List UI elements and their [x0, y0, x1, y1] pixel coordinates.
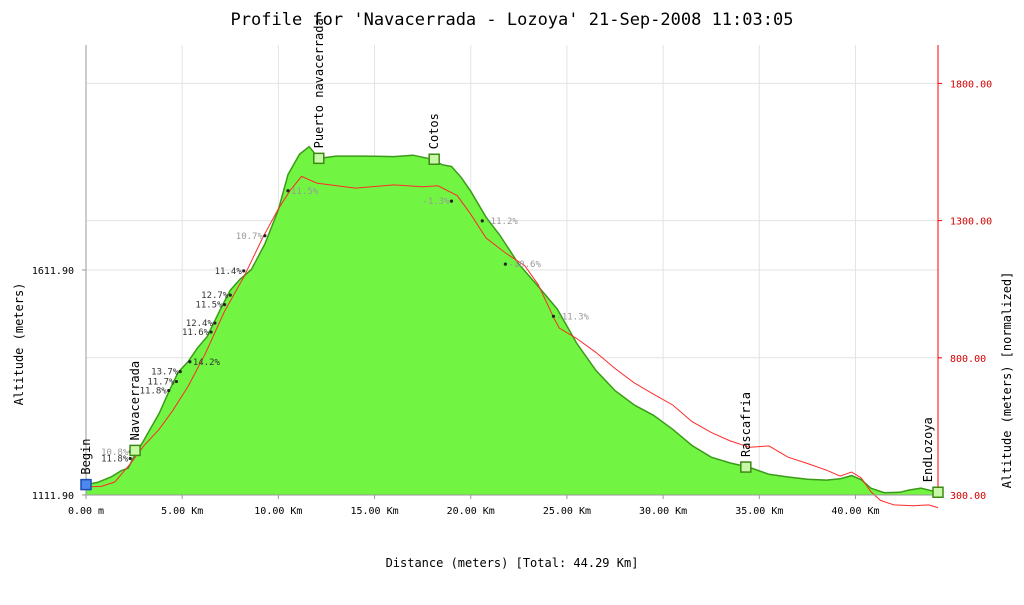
grade-point [503, 262, 507, 266]
grade-label: 14.2% [193, 358, 221, 368]
grade-point [228, 293, 232, 297]
waypoint-label: EndLozoya [921, 417, 935, 482]
grade-point [174, 379, 179, 384]
waypoint-marker [932, 486, 944, 499]
waypoint-marker [80, 478, 92, 491]
y-tick-label: 1611.90 [32, 266, 74, 277]
grade-label: 11.4% [215, 267, 243, 277]
grade-point [242, 269, 246, 273]
x-tick-label: 40.00 Km [831, 506, 879, 517]
grade-point [188, 360, 192, 364]
grade-label: -11.2% [485, 217, 518, 227]
grade-point [551, 314, 556, 318]
grade-point [263, 234, 267, 238]
grade-point [209, 330, 213, 334]
y-right-tick-label: 300.00 [950, 491, 986, 502]
grade-label: 10.7% [236, 232, 264, 242]
grade-label: 11.6% [182, 328, 210, 338]
x-tick-label: 25.00 Km [543, 506, 591, 517]
altitude-area-fill [86, 146, 938, 495]
y-right-tick-label: 800.00 [950, 354, 986, 365]
grade-label: 10.8% [101, 448, 129, 458]
altitude-line [85, 145, 939, 494]
y-axis-title-right: Altitude (meters) [normalized] [1000, 272, 1014, 489]
grade-label: -10.6% [508, 260, 541, 270]
waypoint-label: Begin [79, 438, 93, 474]
normalized-altitude-line [85, 175, 939, 509]
waypoint-marker [428, 153, 440, 166]
grade-point [167, 388, 171, 393]
waypoint-label: Puerto navacerrada [312, 18, 326, 148]
x-tick-label: 15.00 Km [350, 506, 398, 517]
waypoint-label: Rascafria [739, 392, 753, 457]
grade-label: -1.3% [422, 197, 450, 207]
chart-title: Profile for 'Navacerrada - Lozoya' 21-Se… [231, 10, 794, 30]
y-right-tick-label: 1800.00 [950, 79, 992, 90]
x-tick-label: 5.00 Km [161, 506, 203, 517]
grade-label: 12.7% [201, 291, 229, 301]
x-tick-label: 0.00 m [68, 506, 104, 517]
x-tick-label: 20.00 Km [447, 506, 495, 517]
waypoint-label: Navacerrada [128, 361, 142, 440]
y-right-tick-label: 1300.00 [950, 217, 992, 228]
axis-layer: 0.00 m 5.00 Km 10.00 Km 15.00 Km 20.00 Km 25.… [32, 45, 992, 517]
grade-label: 13.7% [151, 368, 179, 378]
grade-point [449, 199, 454, 203]
marker-layer [80, 152, 944, 499]
grade-point [286, 189, 290, 193]
x-tick-label: 30.00 Km [639, 506, 687, 517]
waypoint-marker [129, 444, 141, 457]
y-tick-label: 1111.90 [32, 491, 74, 502]
grade-label: 11.8% [140, 387, 168, 397]
y-axis-title-left: Altitude (meters) [12, 283, 26, 406]
plot-layer [85, 145, 939, 509]
grade-label: 11.8% [101, 455, 129, 465]
waypoint-label: Cotos [427, 113, 441, 149]
waypoint-marker [313, 152, 325, 165]
label-layer: 11.8%10.8%11.8%11.7%13.7%14.2%11.6%12.4%… [79, 18, 935, 482]
grade-point [128, 456, 132, 461]
grade-label: 12.4% [186, 319, 214, 329]
x-tick-label: 10.00 Km [254, 506, 302, 517]
grade-point [213, 321, 217, 325]
grade-point [222, 303, 227, 307]
grade-point [178, 370, 182, 374]
waypoint-marker [740, 461, 752, 473]
grade-label: -11.3% [556, 312, 589, 322]
grade-label: 11.7% [147, 378, 175, 388]
grade-point [480, 219, 484, 223]
grade-label: 11.5% [291, 187, 319, 197]
x-tick-label: 35.00 Km [735, 506, 783, 517]
x-axis-title: Distance (meters) [Total: 44.29 Km] [386, 556, 639, 570]
grade-label: 11.5% [195, 301, 223, 311]
